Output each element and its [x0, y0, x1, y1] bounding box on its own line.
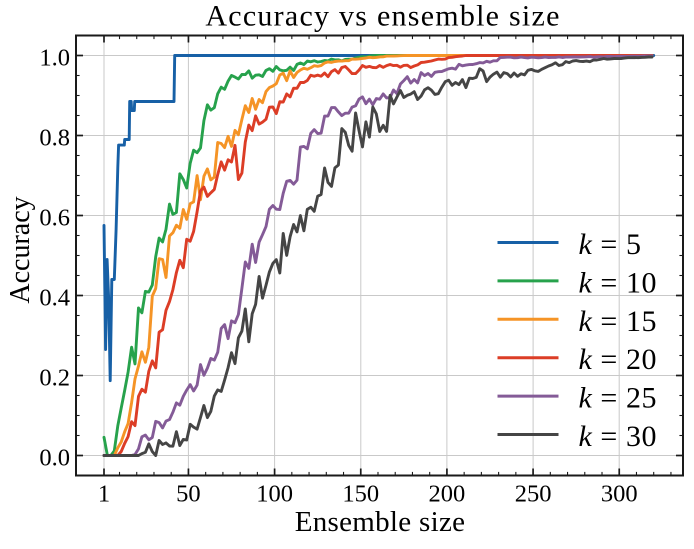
svg-text:100: 100 — [256, 481, 293, 508]
svg-text:Accuracy: Accuracy — [5, 196, 36, 303]
svg-text:k = 25: k = 25 — [579, 382, 658, 415]
svg-text:0.4: 0.4 — [39, 285, 70, 312]
svg-text:200: 200 — [429, 481, 466, 508]
svg-text:300: 300 — [601, 481, 638, 508]
svg-text:0.8: 0.8 — [39, 125, 70, 152]
svg-text:k = 30: k = 30 — [579, 420, 658, 453]
svg-text:k = 10: k = 10 — [579, 266, 658, 299]
svg-text:k = 5: k = 5 — [579, 228, 642, 261]
svg-text:1: 1 — [98, 481, 110, 508]
svg-text:0.6: 0.6 — [39, 205, 70, 232]
svg-text:Accuracy vs ensemble size: Accuracy vs ensemble size — [205, 0, 560, 32]
svg-text:150: 150 — [342, 481, 379, 508]
svg-text:250: 250 — [515, 481, 552, 508]
svg-text:k = 20: k = 20 — [579, 343, 658, 376]
svg-text:1.0: 1.0 — [39, 45, 70, 72]
svg-text:Ensemble size: Ensemble size — [295, 506, 466, 538]
svg-text:0.2: 0.2 — [39, 365, 70, 392]
svg-text:50: 50 — [176, 481, 201, 508]
svg-text:0.0: 0.0 — [39, 445, 70, 472]
svg-text:k = 15: k = 15 — [579, 305, 658, 338]
